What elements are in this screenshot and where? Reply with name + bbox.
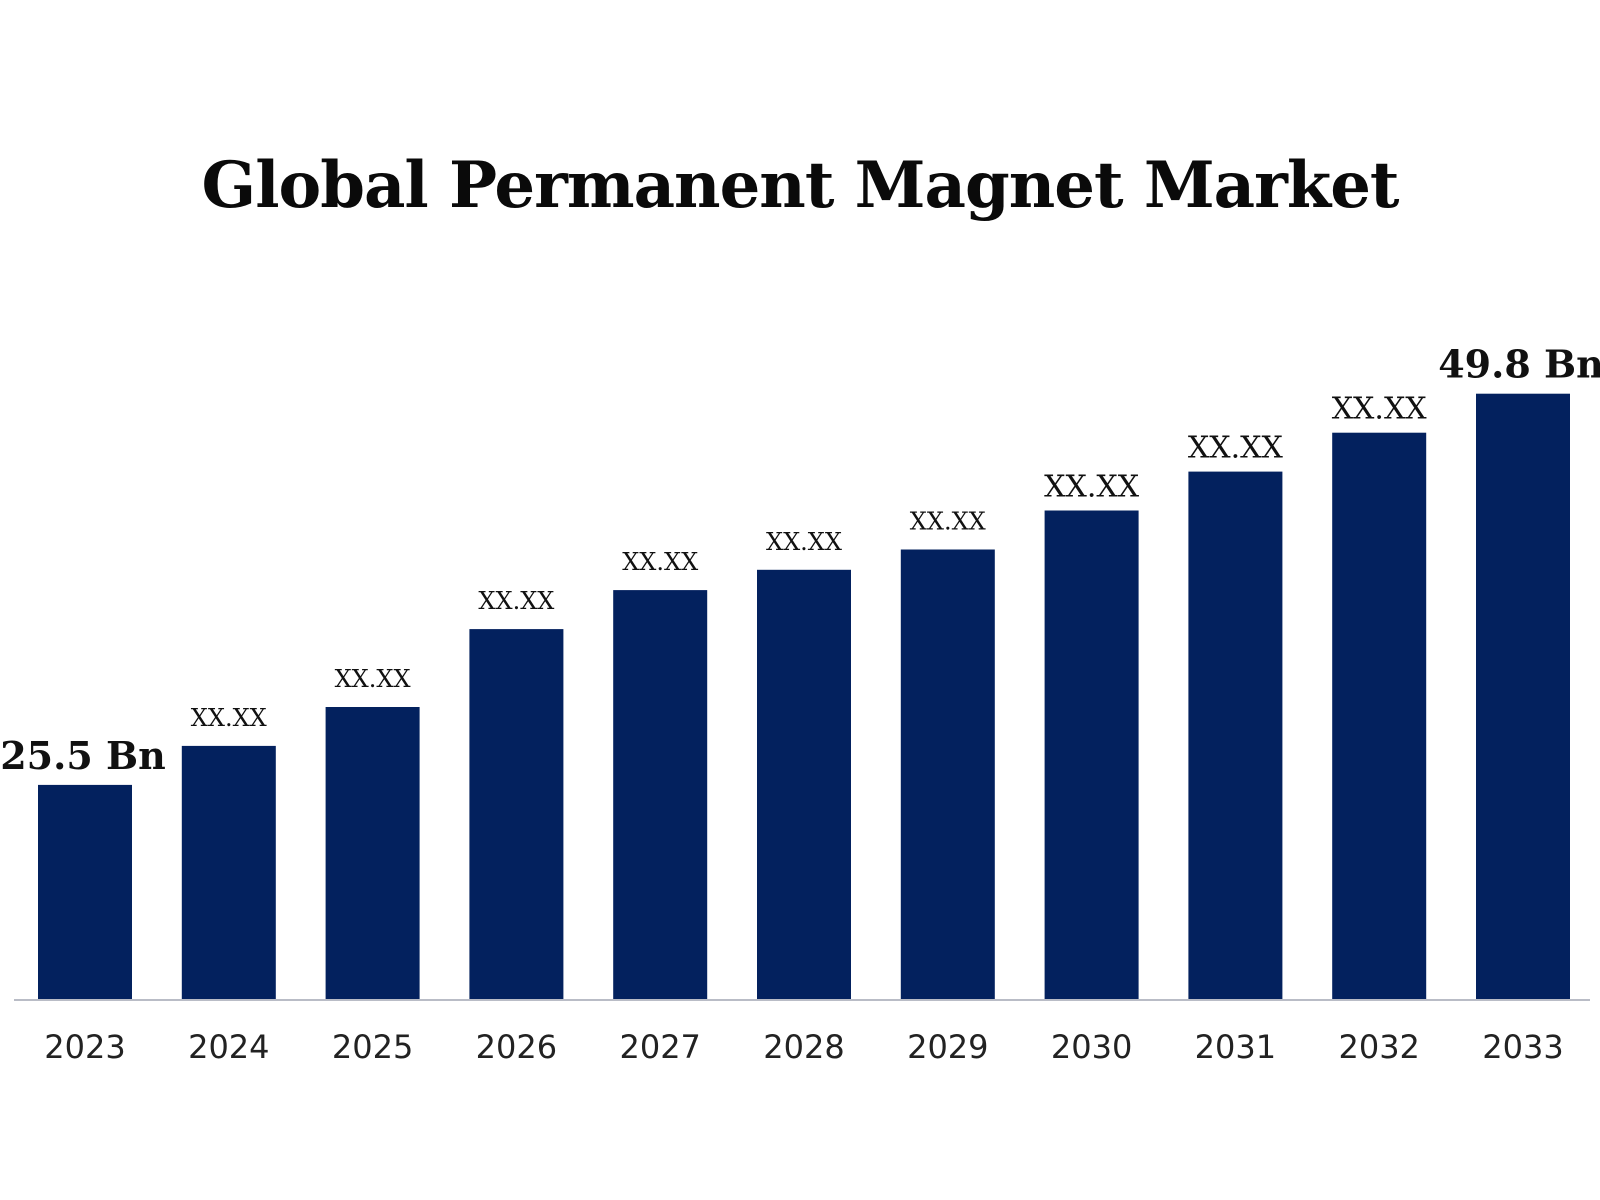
data-label-2028: XX.XX — [766, 528, 842, 556]
x-tick-label-2032: 2032 — [1338, 1028, 1419, 1066]
x-tick-label-2025: 2025 — [332, 1028, 413, 1066]
bar-2029 — [900, 549, 995, 999]
x-tick-label-2026: 2026 — [476, 1028, 557, 1066]
data-label-2027: XX.XX — [622, 548, 698, 576]
bar-2028 — [757, 569, 851, 999]
data-label-2032: XX.XX — [1332, 392, 1428, 427]
bar-2033 — [1476, 393, 1570, 999]
chart-title: Global Permanent Magnet Market — [201, 148, 1400, 223]
bar-2023 — [38, 784, 132, 999]
bar-2030 — [1044, 510, 1139, 999]
x-tick-label-2029: 2029 — [907, 1028, 988, 1066]
x-tick-label-2033: 2033 — [1482, 1028, 1563, 1066]
x-tick-label-2028: 2028 — [763, 1028, 844, 1066]
bar-2027 — [613, 590, 708, 999]
bar-2025 — [325, 707, 420, 999]
bar-2032 — [1332, 432, 1427, 999]
x-tick-label-2023: 2023 — [44, 1028, 125, 1066]
x-axis-ticks: 2023 2024 2025 2026 2027 2028 2029 2030 2031 2032… — [44, 1028, 1563, 1066]
data-label-2023: 25.5 Bn — [0, 733, 166, 778]
data-label-2031: XX.XX — [1188, 431, 1284, 466]
x-tick-label-2030: 2030 — [1051, 1028, 1132, 1066]
data-label-2025: XX.XX — [335, 665, 411, 693]
x-tick-label-2031: 2031 — [1195, 1028, 1276, 1066]
x-tick-label-2024: 2024 — [188, 1028, 269, 1066]
data-label-2024: XX.XX — [191, 704, 267, 732]
data-label-2029: XX.XX — [910, 508, 986, 536]
bars-group — [38, 393, 1570, 1000]
bar-2031 — [1188, 471, 1283, 1000]
data-label-2026: XX.XX — [478, 587, 554, 615]
data-labels-group: 25.5 Bn XX.XX XX.XX XX.XX XX.XX XX.XX XX.XX XX.… — [0, 342, 1600, 778]
data-label-2033: 49.8 Bn — [1438, 342, 1600, 387]
bar-2026 — [469, 629, 564, 999]
x-tick-label-2027: 2027 — [619, 1028, 700, 1066]
data-label-2030: XX.XX — [1044, 470, 1140, 505]
bar-2024 — [181, 745, 276, 999]
